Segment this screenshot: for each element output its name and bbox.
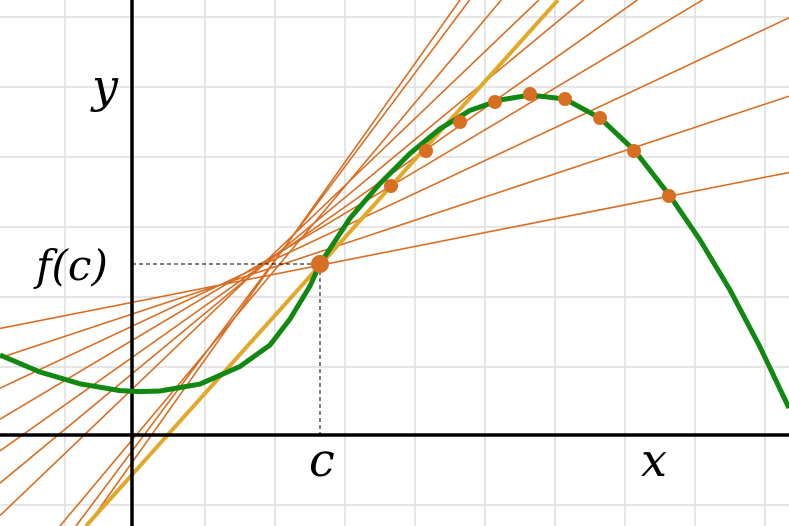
tangency-point: [311, 255, 329, 273]
secant-line: [0, 0, 704, 420]
fc-label: f(c): [33, 241, 108, 290]
secant-point: [558, 92, 572, 106]
secant-line: [0, 0, 540, 517]
secant-point: [593, 111, 607, 125]
x-axis-label: x: [641, 433, 667, 487]
secant-point: [627, 144, 641, 158]
secant-point: [662, 189, 676, 203]
secant-point: [384, 179, 398, 193]
secant-line: [0, 0, 638, 452]
secant-point: [488, 95, 502, 109]
secant-point: [523, 87, 537, 101]
secant-line: [0, 17, 789, 389]
secant-points: [311, 87, 676, 273]
c-label: c: [309, 433, 335, 487]
function-curve: [0, 92, 789, 410]
secant-line: [86, 0, 461, 526]
guide-lines: [132, 263, 321, 435]
secant-line: [59, 0, 502, 526]
secant-point: [419, 144, 433, 158]
y-axis-label: y: [90, 59, 119, 113]
secant-point: [453, 115, 467, 129]
